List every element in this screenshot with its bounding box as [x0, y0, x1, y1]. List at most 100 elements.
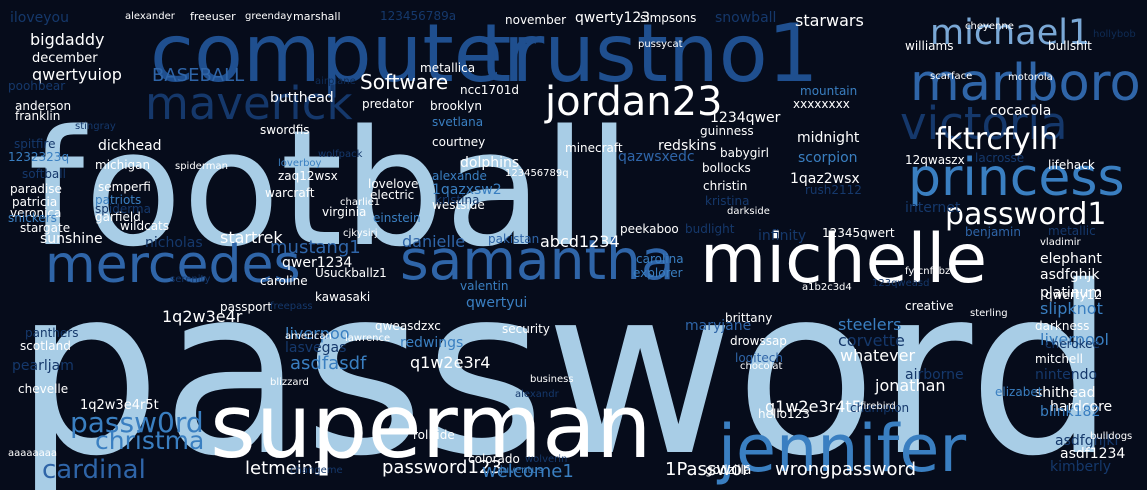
word-christin: christin — [703, 179, 748, 194]
word-asdfghjk: asdfghjk — [1040, 266, 1100, 283]
word-qazwsxedc: qazwsxedc — [618, 148, 695, 165]
word-hardcore: hardcore — [1050, 398, 1113, 415]
word-1passwor: 1Passwor — [665, 459, 750, 481]
word-drowssap: drowssap — [730, 334, 787, 349]
word-kimberly: kimberly — [1050, 458, 1112, 475]
word-zaq12wsx: zaq12wsx — [278, 169, 338, 184]
word-rush2112: rush2112 — [805, 183, 862, 198]
word-predator: predator — [362, 97, 414, 112]
word-fktrcfylh: fktrcfylh — [935, 122, 1059, 158]
word-pearljam: pearljam — [12, 357, 74, 374]
word-marshall: marshall — [293, 9, 341, 23]
word-1qazxsw2: 1qazxsw2 — [432, 181, 502, 198]
word-sunshine: sunshine — [40, 230, 103, 247]
word-godzilla: godzilla — [705, 463, 752, 478]
word-trustno1: trustno1 — [480, 7, 819, 101]
word-xxxxxxxx: xxxxxxxx — [793, 97, 850, 112]
word-semperfi: semperfi — [98, 180, 151, 195]
word-football: football — [28, 94, 632, 282]
word-spitfire: spitfire — [14, 137, 56, 152]
word-brittany: brittany — [725, 311, 773, 326]
word-sterling: sterling — [970, 307, 1008, 319]
word-veronica: veronica — [10, 206, 62, 221]
word-usuckballz1: Usuckballz1 — [315, 266, 387, 281]
word-franklin: franklin — [15, 109, 61, 124]
word-12345qwert: 12345qwert — [822, 226, 895, 241]
word-princess: princess — [908, 148, 1125, 209]
word-steelers: steelers — [838, 314, 902, 334]
word-serenity: serenity — [170, 273, 211, 285]
word-garfield: garfield — [95, 210, 141, 225]
word-welcome1: welcome1 — [482, 461, 574, 483]
word-scorpion: scorpion — [798, 149, 858, 166]
word-kristina: kristina — [435, 193, 480, 208]
word-babygirl: babygirl — [720, 146, 769, 161]
word-security: security — [502, 322, 550, 337]
word-patriots: patriots — [95, 193, 142, 208]
word-business: business — [530, 373, 574, 385]
word-midnight: midnight — [797, 129, 860, 146]
word-budlight: budlight — [685, 222, 735, 237]
word-password123: password123 — [382, 457, 502, 479]
word-patricia: patricia — [12, 195, 58, 210]
word-hollybob: hollybob — [1093, 28, 1136, 40]
word-baseball: BASEBALL — [152, 65, 245, 87]
word-fyfcnfcbz: fyfcnfcbz — [905, 265, 951, 277]
word-brooklyn: brooklyn — [430, 99, 482, 114]
word-starwars: starwars — [795, 10, 864, 30]
word-victoria: victoria — [900, 97, 1068, 151]
word-password1: password1 — [945, 197, 1107, 233]
word-spiderman: spiderman — [175, 160, 228, 172]
word-westside: westside — [432, 198, 485, 213]
word-qwer1234: qwer1234 — [282, 254, 353, 271]
word-alexandr: alexandr — [515, 388, 559, 400]
word-champion: champion — [850, 401, 910, 416]
word-loverboy: loverboy — [278, 157, 322, 169]
word-password: password — [14, 237, 1116, 490]
word-swordfis: swordfis — [260, 123, 310, 138]
word-simpsons: simpsons — [640, 11, 697, 26]
word-caroline: caroline — [260, 274, 308, 289]
word-maverick: maverick — [145, 77, 353, 131]
word-michael1: michael1 — [930, 13, 1091, 54]
word-american: american — [285, 330, 332, 342]
word-slipknot: slipknot — [1040, 298, 1103, 318]
word-1q2w3e4r: 1q2w3e4r — [162, 306, 243, 326]
word-michigan: michigan — [95, 158, 151, 173]
word-marlboro: marlboro — [910, 54, 1141, 114]
word-pussycat: pussycat — [638, 38, 683, 50]
word-scotland: scotland — [20, 339, 71, 354]
word-12qwaszx: 12qwaszx — [905, 153, 965, 168]
word-minecraft: minecraft — [565, 141, 623, 156]
word-nintendo: nintendo — [1035, 366, 1098, 383]
word-mitchell: mitchell — [1035, 352, 1083, 367]
word-electric: electric — [370, 188, 415, 203]
word-freeuser: freeuser — [190, 9, 236, 23]
word-virginia: virginia — [322, 205, 367, 220]
word-chevelle: chevelle — [18, 382, 69, 397]
word-lasvegas: lasvegas — [285, 339, 347, 356]
word-internet: internet — [905, 199, 961, 216]
word-jordan23: jordan23 — [545, 79, 723, 126]
word-elizabet: elizabet — [995, 385, 1043, 400]
word-scarface: scarface — [930, 70, 973, 82]
word-december: december — [32, 51, 98, 67]
word-whatever: whatever — [840, 345, 916, 365]
word-jennifer: jennifer — [718, 411, 967, 487]
word-1q2w3e4r5t: 1q2w3e4r5t — [80, 398, 159, 414]
word-platinum: platinum — [1040, 284, 1103, 301]
word-colorado: colorado — [468, 452, 520, 467]
word-guinness: guinness — [700, 124, 754, 139]
word-darkside: darkside — [727, 205, 770, 217]
word-rolltide: rolltide — [413, 428, 455, 443]
word-a1b2c3d4: a1b2c3d4 — [802, 281, 852, 293]
word-charlie1: charlie1 — [340, 196, 381, 208]
word-qwertyui: qwertyui — [466, 294, 528, 311]
word-elephant: elephant — [1040, 250, 1102, 267]
word-liverpool: liverpool — [1040, 329, 1109, 349]
word-asdf1234: asdf1234 — [1060, 445, 1126, 462]
word-peekaboo: peekaboo — [620, 222, 679, 237]
word-lacrosse: lacrosse — [975, 151, 1025, 166]
word-jonathan: jonathan — [875, 375, 946, 395]
word-anderson: anderson — [15, 99, 72, 114]
